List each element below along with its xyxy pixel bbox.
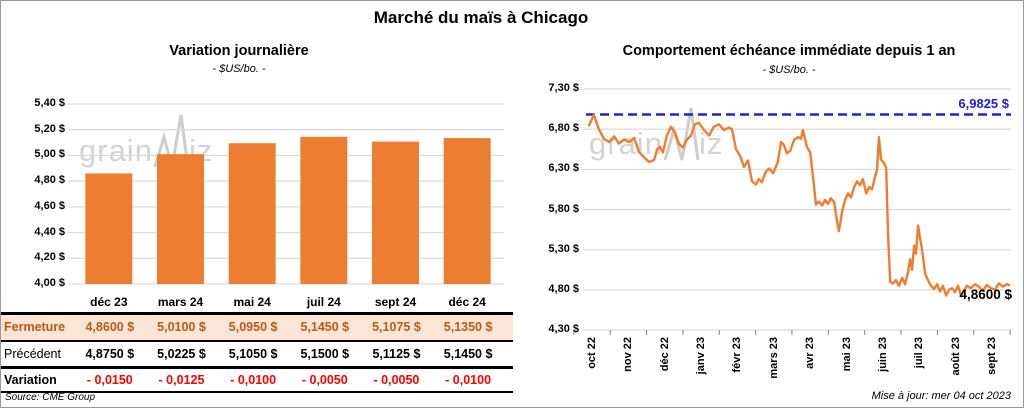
line-chart-title: Comportement échéance immédiate depuis 1… [622,43,956,59]
line-chart-y-tick-label: 4,80 $ [548,282,579,295]
line-chart-x-tick-label: mai 23 [840,337,853,372]
table-cell: 5,1450 $ [300,319,350,334]
line-chart-x-tick-label: nov 22 [622,337,635,372]
watermark-right: grain iz [589,104,723,162]
line-chart-x-tick-label: août 23 [949,337,962,376]
line-chart-x-tick-label: mars 23 [767,337,780,379]
updated-note: Mise à jour: mer 04 oct 2023 [871,390,1011,402]
table-border-line [1,340,513,342]
bar [300,136,348,284]
table-border-line [1,391,513,393]
line-chart-x-tick-label: sept 23 [985,337,998,375]
table-cell: 5,1125 $ [372,347,421,361]
source-note: Source: CME Group [5,392,96,403]
bar-chart-y-tick-label: 5,40 $ [34,97,65,109]
table-border-line [1,366,513,369]
table-cell: 5,0100 $ [157,319,206,334]
table-row-label: Variation [4,373,57,387]
line-chart-y-tick-label: 7,30 $ [548,82,579,94]
bar-chart-x-category-label: mars 24 [157,295,204,309]
bar-chart-y-tick-label: 4,20 $ [34,251,65,264]
line-chart-x-tick-label: oct 22 [586,337,598,369]
price-line [587,113,1011,298]
line-chart-y-tick-label: 6,30 $ [548,162,579,175]
bar-chart-x-category-label: déc 23 [90,295,128,309]
line-chart-y-tick-label: 6,80 $ [548,122,579,135]
table-cell: 5,0225 $ [157,347,206,361]
bar-chart-y-tick-label: 4,00 $ [34,277,65,289]
table-cell: 5,0950 $ [228,319,278,334]
table-cell: - 0,0050 [301,373,348,387]
line-chart-x-tick-label: avr 23 [804,337,817,369]
bar-chart-y-tick-label: 4,60 $ [34,199,65,212]
table-cell: 4,8600 $ [85,319,135,334]
bar-chart-y-tick-label: 5,00 $ [34,148,65,161]
table-row-variation: Variation - 0,0150 - 0,0125 - 0,0100 - 0,005… [1,369,513,391]
table-cell: 5,1075 $ [372,319,421,334]
bar [228,143,276,284]
bar [85,173,133,284]
bar-chart-x-category-label: déc 24 [448,295,486,309]
bar-chart-subtitle: - $US/bo. - [212,63,266,75]
bar [157,154,204,284]
line-chart-x-tick-label: déc 22 [658,337,671,372]
table-row-fermeture: Fermeture 4,8600 $ 5,0100 $ 5,0950 $ 5,1450 … [1,314,513,340]
watermark-text-prefix: grain [79,133,153,168]
line-chart-x-tick-label: janv 23 [695,337,708,375]
table-cell: - 0,0125 [158,373,205,387]
table-cell: 5,1050 $ [228,347,278,361]
bar [372,141,419,284]
bar-chart-x-category-label: juil 24 [306,295,341,309]
table-cell: - 0,0050 [373,373,420,387]
table-row-label: Précédent [4,347,61,361]
bar [443,138,491,284]
line-chart-x-tick-label: juin 23 [876,337,889,372]
watermark-text-suffix: iz [698,126,724,161]
line-chart-y-tick-label: 4,30 $ [548,323,579,335]
bar-chart-x-category-label: mai 24 [233,295,271,309]
bar-chart-y-tick-label: 4,40 $ [34,225,65,238]
bar-chart-title: Variation journalière [169,43,309,59]
table-cell: 5,1350 $ [443,319,493,334]
bar-chart-y-tick-label: 5,20 $ [34,122,65,135]
table-cell: - 0,0100 [445,373,492,387]
line-chart-x-tick-label: juil 23 [913,337,926,369]
bar-chart-y-tick-label: 4,80 $ [34,174,65,187]
line-chart-y-tick-label: 5,30 $ [548,242,579,255]
table-row-precedent: Précédent 4,8750 $ 5,0225 $ 5,1050 $ 5,1500 … [1,342,513,366]
table-cell: 4,8750 $ [85,347,135,361]
line-chart-x-tick-label: févr 23 [731,337,744,373]
line-chart-y-tick-label: 5,80 $ [548,202,579,215]
last-price-label: 4,8600 $ [959,287,1012,302]
table-row-label: Fermeture [4,319,66,334]
line-chart-subtitle: - $US/bo. - [762,64,816,76]
table-border-line [1,312,513,315]
bar-chart-x-category-label: sept 24 [374,295,417,309]
table-cell: 5,1500 $ [300,347,350,361]
table-cell: 5,1450 $ [443,347,493,361]
table-cell: - 0,0150 [86,373,133,387]
page-title: Marché du maïs à Chicago [373,8,589,27]
table-cell: - 0,0100 [230,373,277,387]
reference-line-label: 6,9825 $ [958,96,1009,111]
